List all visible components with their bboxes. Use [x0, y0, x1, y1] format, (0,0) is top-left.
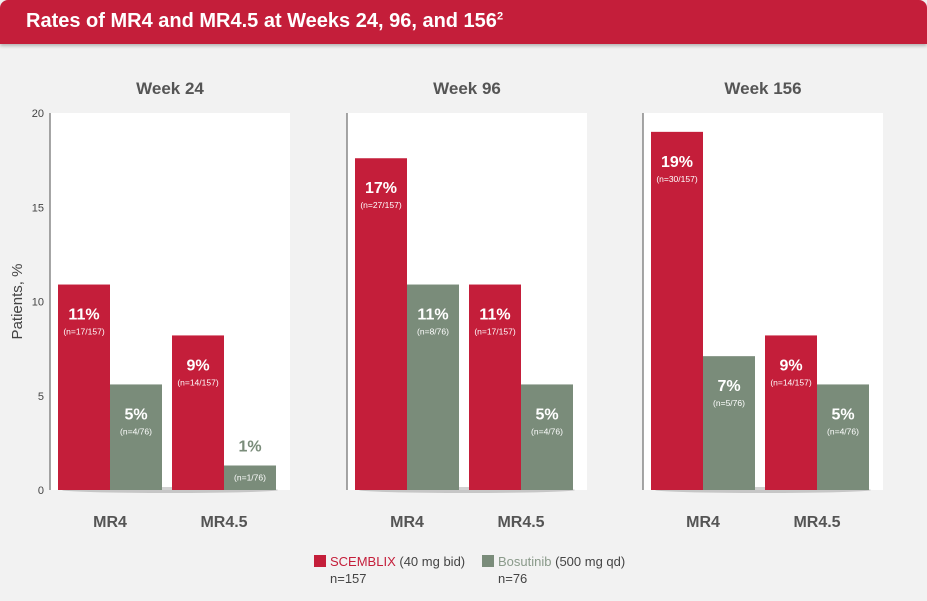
- bar-value-label: 1%: [238, 438, 261, 455]
- legend-name: Bosutinib: [498, 554, 552, 569]
- bar-bosutinib: [407, 284, 459, 490]
- x-category-label: MR4: [686, 514, 720, 531]
- bar-n-label: (n=1/76): [234, 472, 266, 482]
- bar-value-label: 5%: [831, 406, 854, 423]
- legend-scemblix: SCEMBLIX (40 mg bid) n=157: [314, 553, 465, 587]
- bar-value-label: 11%: [479, 307, 510, 324]
- bar-scemblix: [765, 335, 817, 490]
- bar-n-label: (n=4/76): [827, 426, 859, 436]
- bar-n-label: (n=5/76): [713, 398, 745, 408]
- panel-title: Week 156: [724, 79, 801, 98]
- y-tick-label: 0: [38, 485, 44, 497]
- legend-name: SCEMBLIX: [330, 554, 396, 569]
- legend-detail: (40 mg bid): [399, 554, 466, 569]
- bar-bosutinib: [224, 465, 276, 490]
- bar-scemblix: [469, 284, 521, 490]
- bar-value-label: 11%: [68, 307, 99, 324]
- x-category-label: MR4: [93, 514, 127, 531]
- bar-scemblix: [651, 131, 703, 490]
- bar-n-label: (n=14/157): [770, 377, 812, 387]
- bar-n-label: (n=17/157): [63, 327, 105, 337]
- legend-n: n=76: [498, 571, 528, 586]
- legend-swatch-scemblix: [314, 555, 326, 567]
- bar-bosutinib: [817, 384, 869, 490]
- bar-value-label: 9%: [779, 357, 802, 374]
- bar-n-label: (n=27/157): [360, 200, 402, 210]
- bar-n-label: (n=17/157): [474, 327, 516, 337]
- panel-title: Week 24: [136, 79, 204, 98]
- bar-scemblix: [172, 335, 224, 490]
- bar-n-label: (n=14/157): [177, 377, 219, 387]
- bar-value-label: 19%: [661, 154, 693, 171]
- bar-bosutinib: [703, 356, 755, 490]
- bar-bosutinib: [110, 384, 162, 490]
- legend-n: n=157: [330, 571, 367, 586]
- header-bar: Rates of MR4 and MR4.5 at Weeks 24, 96, …: [0, 0, 927, 44]
- y-axis-label: Patients, %: [9, 264, 26, 340]
- bar-n-label: (n=4/76): [120, 426, 152, 436]
- chart-title: Rates of MR4 and MR4.5 at Weeks 24, 96, …: [26, 10, 504, 32]
- y-tick-label: 15: [32, 202, 44, 214]
- bar-value-label: 5%: [124, 406, 147, 423]
- bar-value-label: 11%: [417, 307, 448, 324]
- bar-value-label: 9%: [186, 357, 209, 374]
- bar-scemblix: [355, 158, 407, 491]
- y-tick-label: 5: [38, 391, 44, 403]
- bar-n-label: (n=4/76): [531, 426, 563, 436]
- y-tick-label: 20: [32, 108, 44, 120]
- panel-title: Week 96: [433, 79, 501, 98]
- bar-n-label: (n=30/157): [656, 174, 698, 184]
- x-category-label: MR4.5: [200, 514, 247, 531]
- x-category-label: MR4: [390, 514, 424, 531]
- x-category-label: MR4.5: [793, 514, 840, 531]
- bar-scemblix: [58, 284, 110, 490]
- legend-bosutinib: Bosutinib (500 mg qd) n=76: [482, 553, 625, 587]
- x-category-label: MR4.5: [497, 514, 544, 531]
- legend-swatch-bosutinib: [482, 555, 494, 567]
- bar-n-label: (n=8/76): [417, 327, 449, 337]
- bar-value-label: 17%: [365, 180, 397, 197]
- bar-bosutinib: [521, 384, 573, 490]
- bar-value-label: 5%: [535, 406, 558, 423]
- legend-detail: (500 mg qd): [555, 554, 626, 569]
- y-tick-label: 10: [32, 297, 44, 309]
- bar-value-label: 7%: [717, 378, 740, 395]
